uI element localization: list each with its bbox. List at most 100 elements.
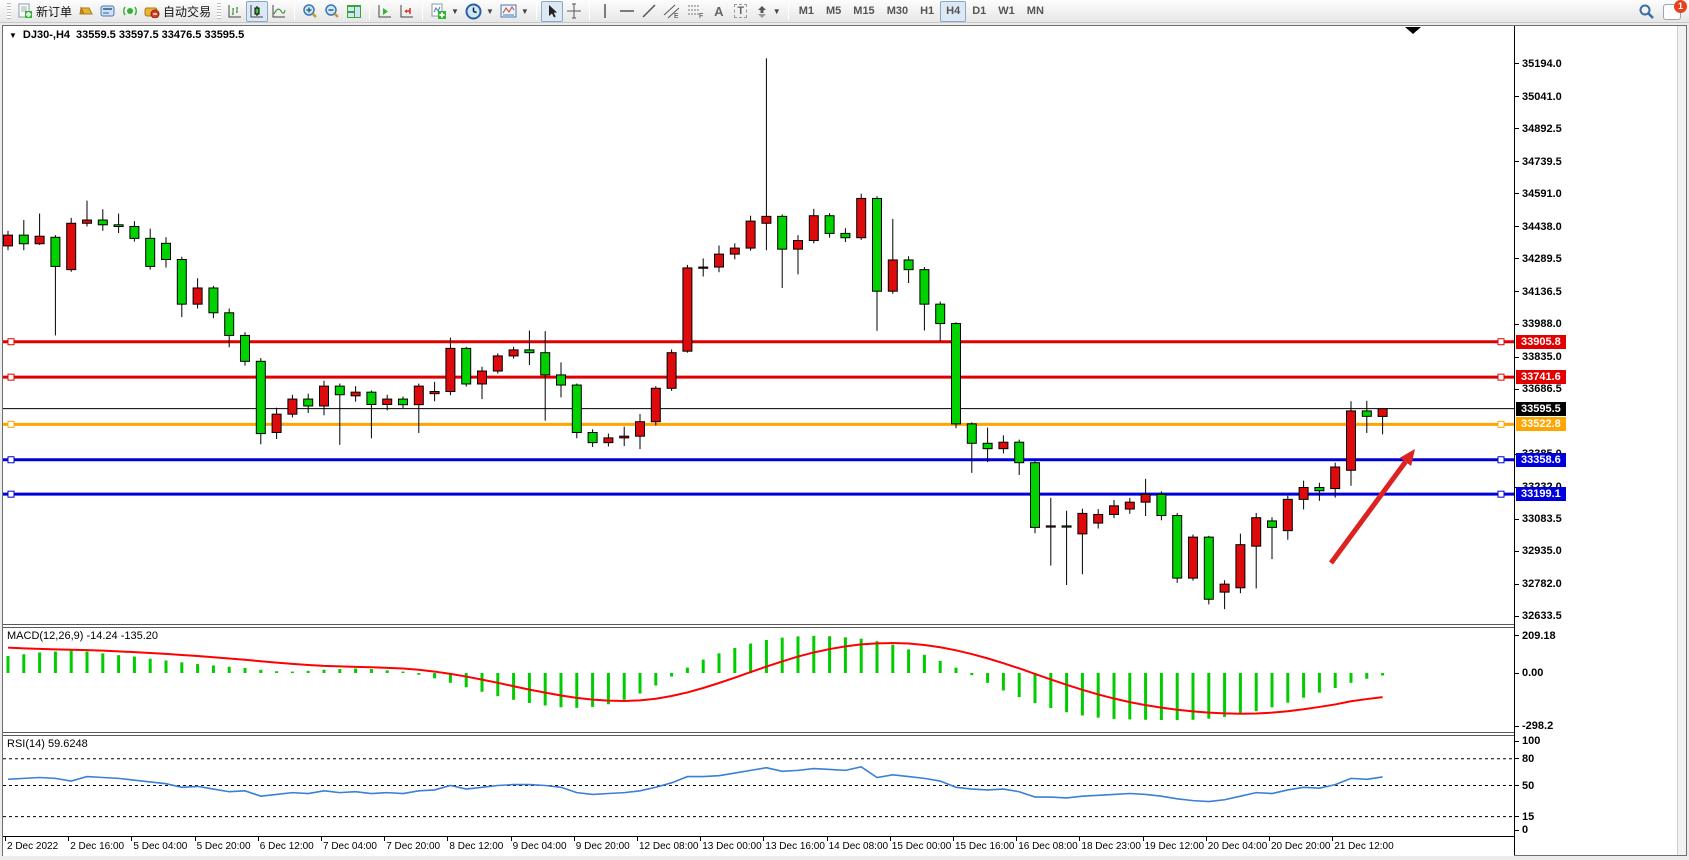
trendline-icon — [641, 3, 657, 19]
gold-ingot-icon — [78, 5, 94, 17]
zoom-out-button[interactable] — [321, 1, 343, 22]
signals-button[interactable] — [119, 1, 141, 22]
fibonacci-tool-button[interactable]: F — [684, 1, 708, 22]
auto-trading-button[interactable]: 自动交易 — [141, 1, 214, 22]
template-icon — [500, 4, 517, 19]
window-gutter — [1677, 26, 1686, 855]
clock-icon — [465, 3, 482, 20]
price-axis[interactable]: 35194.0 35041.0 34892.5 34739.5 34591.0 34438… — [1514, 26, 1680, 855]
period-button-m1[interactable]: M1 — [798, 5, 814, 17]
zoom-in-button[interactable] — [299, 1, 321, 22]
time-axis-tick — [257, 837, 259, 841]
indicators-button[interactable]: ▼ — [427, 1, 462, 22]
templates-button[interactable]: ▼ — [497, 1, 532, 22]
channel-tool-button[interactable]: E — [660, 1, 684, 22]
time-axis-label: 15 Dec 16:00 — [955, 841, 1015, 852]
horizontal-line-tool-button[interactable] — [616, 1, 638, 22]
chart-window: ▼ DJ30-,H4 33559.5 33597.5 33476.5 33595… — [2, 25, 1687, 856]
time-axis-tick — [826, 837, 828, 841]
vertical-line-icon — [599, 3, 611, 19]
period-button-m30[interactable]: M30 — [886, 5, 909, 17]
time-axis-tick — [510, 837, 512, 841]
time-axis-label: 9 Dec 04:00 — [512, 841, 567, 852]
price-axis-tick: 34136.5 — [1515, 286, 1562, 298]
tile-windows-button[interactable] — [343, 1, 365, 22]
period-button-h1[interactable]: H1 — [920, 5, 935, 17]
auto-scroll-icon — [399, 4, 415, 19]
time-axis-tick — [384, 837, 386, 841]
new-order-button[interactable]: 新订单 — [14, 1, 75, 22]
svg-text:F: F — [699, 13, 703, 19]
time-axis-tick — [1016, 837, 1018, 841]
bar-chart-button[interactable] — [224, 1, 246, 22]
time-axis-tick — [889, 837, 891, 841]
candlestick-chart-button[interactable] — [246, 0, 269, 22]
pane-divider[interactable] — [3, 732, 1514, 736]
period-button-m15[interactable]: M15 — [853, 5, 875, 17]
period-button-h4[interactable]: H4 — [940, 0, 967, 22]
hline-price-label: 33905.8 — [1516, 334, 1566, 349]
macd-label: MACD(12,26,9) -14.24 -135.20 — [7, 630, 159, 642]
chart-dropdown-icon[interactable]: ▼ — [9, 30, 17, 40]
chevron-down-icon: ▼ — [520, 6, 529, 16]
text-icon: A — [714, 3, 724, 19]
rsi-label: RSI(14) 59.6248 — [7, 738, 88, 750]
text-label-icon: T — [734, 4, 748, 18]
toolbar-grip[interactable] — [217, 3, 222, 19]
toolbar-grip[interactable] — [7, 3, 11, 19]
notifications-icon[interactable]: 1 — [1663, 0, 1687, 20]
chevron-down-icon: ▼ — [451, 6, 459, 16]
auto-trading-label: 自动交易 — [163, 4, 212, 19]
vertical-line-tool-button[interactable] — [594, 1, 616, 22]
new-order-icon — [17, 3, 33, 19]
time-axis-label: 7 Dec 04:00 — [323, 841, 377, 852]
line-chart-button[interactable] — [268, 1, 290, 22]
period-button-w1[interactable]: W1 — [998, 5, 1015, 17]
hline-price-label: 33522.8 — [1516, 417, 1566, 432]
time-axis-tick — [573, 837, 575, 841]
price-pane[interactable] — [3, 26, 1514, 624]
price-axis-tick: 34892.5 — [1515, 123, 1562, 135]
history-center-button[interactable] — [97, 1, 119, 22]
period-button-m5[interactable]: M5 — [826, 5, 842, 17]
price-axis-tick: 34739.5 — [1515, 156, 1562, 168]
crosshair-icon — [566, 3, 582, 19]
time-axis-label: 7 Dec 20:00 — [386, 841, 441, 852]
arrow-objects-icon — [755, 4, 769, 19]
macd-axis-tick: 0.00 — [1515, 667, 1543, 679]
arrows-tool-button[interactable]: ▼ — [752, 1, 784, 22]
text-tool-button[interactable]: A — [708, 1, 730, 22]
gold-button[interactable] — [75, 1, 97, 22]
time-axis[interactable]: 2 Dec 2022 2 Dec 16:00 5 Dec 04:00 5 Dec 20… — [3, 836, 1514, 856]
time-axis-tick — [637, 837, 638, 841]
price-axis-tick: 32782.0 — [1515, 578, 1562, 590]
pane-divider[interactable] — [3, 624, 1514, 628]
bar-chart-icon — [227, 4, 243, 19]
search-icon[interactable] — [1638, 3, 1655, 20]
text-label-tool-button[interactable]: T — [730, 1, 752, 22]
hline-price-label: 33741.6 — [1516, 370, 1566, 385]
cursor-tool-button[interactable] — [540, 0, 563, 22]
time-axis-label: 20 Dec 04:00 — [1207, 841, 1268, 852]
trendline-tool-button[interactable] — [638, 1, 660, 22]
trend-arrow-annotation — [1399, 449, 1415, 467]
period-button-d1[interactable]: D1 — [972, 5, 987, 17]
candlestick-chart-icon — [249, 4, 265, 19]
price-axis-tick: 35041.0 — [1515, 91, 1562, 103]
rsi-pane[interactable]: RSI(14) 59.6248 — [3, 736, 1514, 836]
chart-title: ▼ DJ30-,H4 33559.5 33597.5 33476.5 33595… — [9, 29, 244, 41]
time-axis-label: 14 Dec 08:00 — [828, 841, 889, 852]
chart-shift-button[interactable] — [374, 1, 396, 22]
time-axis-tick — [953, 837, 954, 841]
auto-scroll-button[interactable] — [396, 1, 418, 22]
time-axis-label: 6 Dec 12:00 — [259, 841, 314, 852]
macd-pane[interactable]: MACD(12,26,9) -14.24 -135.20 — [3, 628, 1514, 732]
price-axis-tick: 34438.0 — [1515, 221, 1562, 233]
time-axis-tick — [700, 837, 702, 841]
crosshair-tool-button[interactable] — [563, 1, 585, 22]
time-axis-tick — [763, 837, 765, 841]
zoom-in-icon — [302, 3, 318, 19]
period-button-mn[interactable]: MN — [1026, 5, 1044, 17]
timeframes-button[interactable]: ▼ — [462, 1, 497, 22]
time-axis-tick — [1079, 837, 1081, 841]
